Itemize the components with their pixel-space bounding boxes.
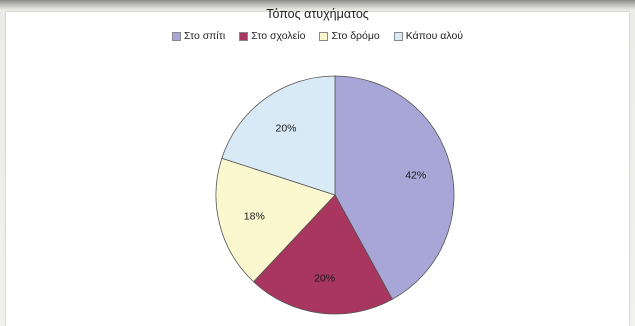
slice-label-school: 20% <box>314 273 335 285</box>
slice-label-road: 18% <box>244 211 265 223</box>
legend-item-home: Στο σπίτι <box>171 30 226 42</box>
pie-slice-school <box>252 194 393 315</box>
pie-slice-elsewhere <box>221 75 336 196</box>
legend-swatch-school <box>239 31 249 41</box>
legend-swatch-elsewhere <box>393 31 403 41</box>
legend-label-elsewhere: Κάπου αλού <box>405 30 464 42</box>
legend-swatch-road <box>319 31 329 41</box>
chart-legend: Στο σπίτι Στο σχολείο Στο δρόμο Κάπου αλ… <box>0 30 635 42</box>
slice-label-elsewhere: 20% <box>275 123 296 135</box>
legend-item-school: Στο σχολείο <box>239 30 305 42</box>
legend-item-elsewhere: Κάπου αλού <box>393 30 464 42</box>
chart-title: Τόπος ατυχήματος <box>266 7 369 21</box>
pie-slice-road <box>215 157 336 283</box>
legend-label-home: Στο σπίτι <box>183 30 226 42</box>
legend-label-road: Στο δρόμο <box>331 30 380 42</box>
pie-slice-home <box>334 75 455 300</box>
legend-item-road: Στο δρόμο <box>319 30 380 42</box>
legend-swatch-home <box>171 31 181 41</box>
slice-label-home: 42% <box>405 169 426 181</box>
legend-label-school: Στο σχολείο <box>251 30 306 42</box>
